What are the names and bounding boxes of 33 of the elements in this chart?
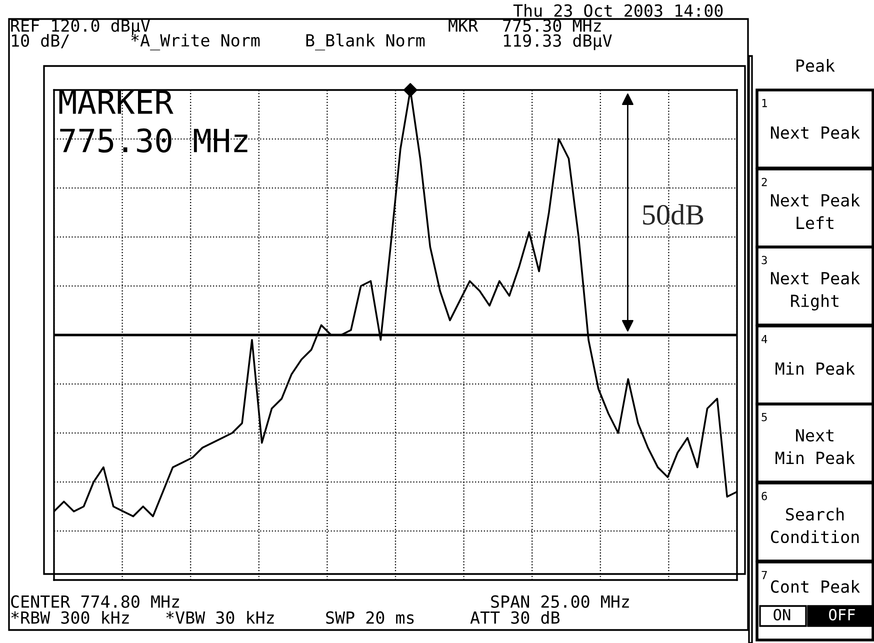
annotation: MARKER 775.30 MHz	[59, 90, 248, 153]
text: Search Condition	[770, 508, 859, 544]
text: *RBW 300 kHz	[11, 610, 129, 624]
text: Peak	[796, 58, 835, 72]
text: 119.33 dBµV	[504, 34, 612, 50]
text: REF 120.0 dBµV	[11, 18, 150, 36]
text: Next Min Peak	[776, 429, 855, 464]
text: Next Peak Left	[770, 194, 860, 230]
text: Next Peak Right	[770, 272, 860, 310]
text: ON	[774, 608, 790, 620]
text: 2	[762, 178, 767, 186]
text: SPAN 25.00 MHz	[491, 595, 629, 608]
text: 10 dB/	[12, 34, 69, 48]
text: Cont Peak	[770, 580, 860, 593]
text: Next Peak	[770, 126, 860, 139]
text: 775.30 MHz	[503, 19, 601, 32]
text: 3	[762, 256, 767, 264]
text: MKR	[448, 19, 478, 32]
text: B_Blank Norm	[306, 34, 425, 50]
text: CENTER 774.80 MHz	[11, 595, 180, 608]
text: 7	[762, 570, 767, 580]
text: ATT 30 dB	[470, 610, 560, 624]
text: SWP 20 ms	[326, 611, 414, 624]
annotation: 50dB	[643, 204, 704, 225]
text: *A_Write Norm	[131, 34, 260, 50]
text: 1	[762, 98, 767, 108]
text: 6	[762, 492, 767, 500]
text: 5	[762, 412, 767, 422]
text: 4	[762, 334, 768, 344]
text: Min Peak	[776, 362, 855, 375]
text: OFF	[829, 608, 855, 620]
text: Thu 23 Oct 2003 14:00	[513, 4, 723, 17]
text: *VBW 30 kHz	[166, 610, 274, 624]
